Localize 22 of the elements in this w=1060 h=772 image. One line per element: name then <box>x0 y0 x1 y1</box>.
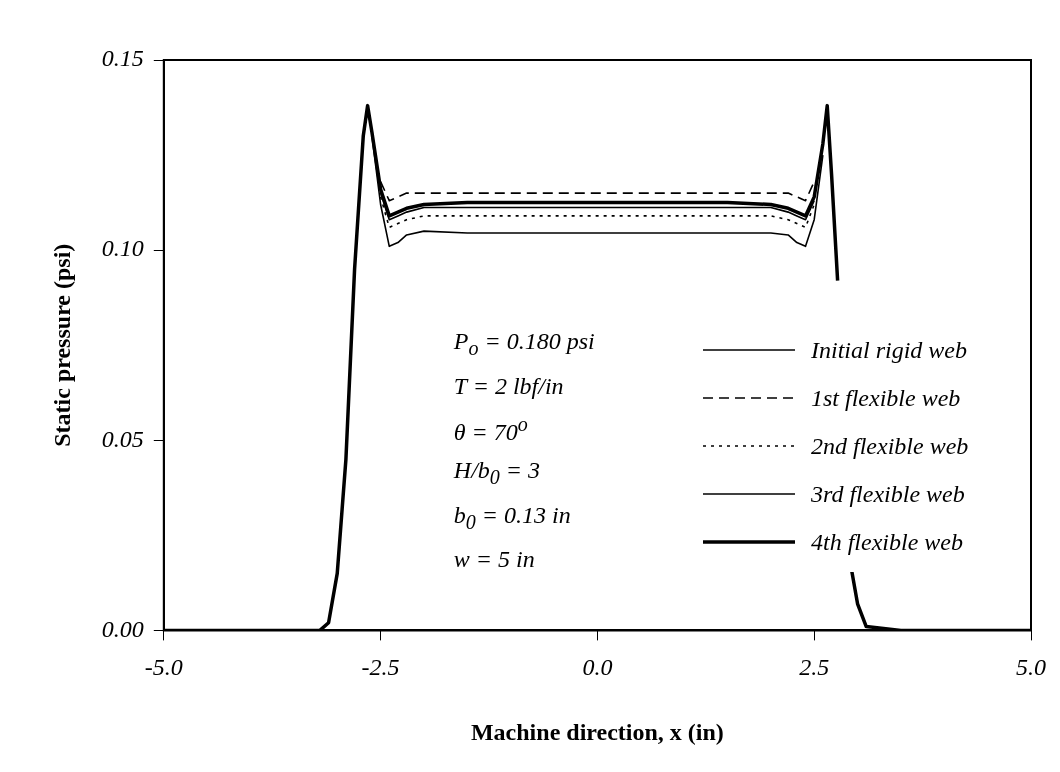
x-tick-label: 5.0 <box>1016 654 1046 681</box>
y-tick-label: 0.10 <box>101 235 144 262</box>
annotation: H/b$_{0}$ = 3 <box>453 455 541 490</box>
y-tick-label: 0.15 <box>101 45 144 72</box>
x-tick-label: 2.5 <box>799 654 830 681</box>
x-tick-label: -5.0 <box>144 654 183 681</box>
x-tick-label: -2.5 <box>361 654 400 681</box>
y-axis-title: Static pressure (psi) <box>48 243 75 447</box>
annotation: b$_{0}$ = 0.13 in <box>453 500 572 535</box>
legend-label: 2nd flexible web <box>811 432 969 460</box>
x-axis-title: Machine direction, x (in) <box>470 718 724 745</box>
y-tick-label: 0.00 <box>101 615 144 642</box>
annotation: θ = 70$^{o}$ <box>453 411 529 447</box>
annotation: T = 2 lbf/in <box>453 371 565 401</box>
annotation: P$_{o}$ = 0.180 psi <box>453 327 595 361</box>
y-tick-label: 0.05 <box>101 425 144 452</box>
x-tick-label: 0.0 <box>582 654 613 681</box>
legend-label: 4th flexible web <box>811 528 963 556</box>
legend-label: 1st flexible web <box>811 384 961 412</box>
legend-label: 3rd flexible web <box>811 480 965 508</box>
legend-label: Initial rigid web <box>811 336 967 364</box>
annotation: w = 5 in <box>453 545 536 575</box>
